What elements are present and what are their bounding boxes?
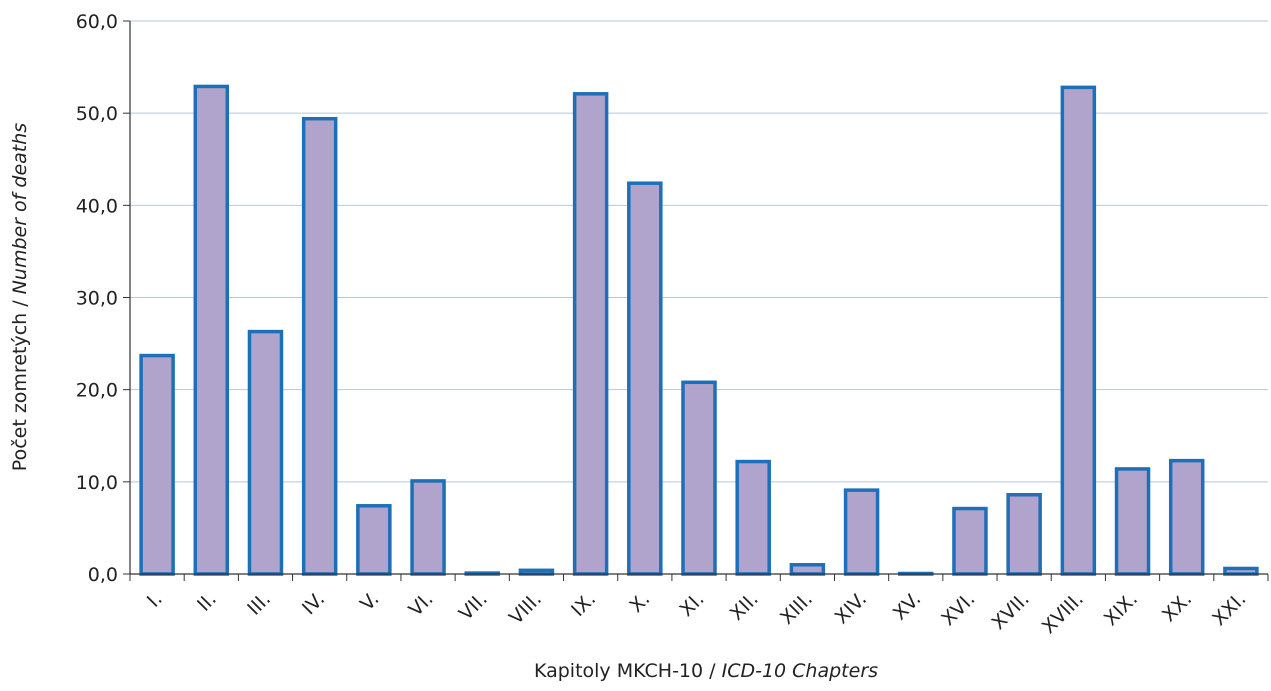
bar [572, 92, 609, 576]
x-tick-label: XXI. [1208, 588, 1250, 630]
x-tick-label: VIII. [505, 588, 546, 629]
y-tick-label: 50,0 [76, 103, 118, 125]
x-tick-label: V. [356, 588, 383, 615]
x-tick-label: IX. [567, 588, 600, 621]
y-tick-label: 10,0 [76, 472, 118, 494]
x-tick-label: II. [193, 588, 221, 616]
y-tick-label: 60,0 [76, 11, 118, 33]
x-axis-title-text: Kapitoly MKCH-10 / [534, 660, 722, 682]
x-tick-label: XIV. [831, 588, 871, 628]
bar [1006, 492, 1042, 576]
x-tick-label: XIX. [1100, 588, 1142, 630]
y-axis-title: Počet zomretých / Number of deaths [9, 123, 31, 471]
x-tick-label: VII. [455, 588, 492, 625]
x-tick-label: VI. [405, 588, 438, 621]
axes [123, 20, 1269, 581]
x-tick-label: X. [625, 588, 654, 617]
x-tick-label: XVIII. [1038, 588, 1088, 638]
bar [735, 459, 771, 576]
y-tick-label: 0,0 [88, 564, 118, 586]
bar [843, 488, 880, 576]
x-tick-label: XI. [676, 588, 709, 621]
bar [627, 181, 663, 576]
y-tick-label: 20,0 [76, 380, 118, 402]
bar [139, 353, 175, 576]
x-tick-labels: I. II. III. IV. V. VI. VII. VIII. IX. X. XI. XII. XI… [143, 588, 1251, 638]
y-tick-labels: 0,0 10,0 20,0 30,0 40,0 50,0 60,0 [76, 11, 118, 586]
y-axis-title-text: Počet zomretých / [9, 294, 31, 471]
bar [410, 479, 446, 576]
x-tick-label: IV. [298, 588, 329, 619]
x-tick-label: XVII. [988, 588, 1034, 634]
x-tick-label: XVI. [937, 588, 979, 630]
x-tick-label: XIII. [776, 588, 817, 629]
x-tick-label: XV. [889, 588, 925, 624]
y-axis-title-italic: Number of deaths [9, 123, 31, 295]
x-tick-label: III. [243, 588, 275, 620]
bar [356, 504, 392, 576]
x-axis-title-italic: ICD-10 Chapters [722, 660, 879, 682]
bars [139, 84, 1259, 576]
bar [247, 329, 284, 576]
y-tick-label: 30,0 [76, 288, 118, 310]
bar [301, 116, 338, 576]
bar [681, 380, 717, 576]
bar [1114, 467, 1151, 576]
x-axis-title: Kapitoly MKCH-10 / ICD-10 Chapters [534, 660, 878, 682]
bar [952, 506, 988, 576]
y-tick-label: 40,0 [76, 195, 118, 217]
bar [1168, 458, 1205, 576]
x-tick-label: I. [143, 588, 167, 612]
bar [1223, 566, 1259, 576]
bar [193, 84, 230, 576]
x-tick-label: XII. [726, 588, 763, 625]
bar [1060, 85, 1097, 576]
x-tick-label: XX. [1158, 588, 1196, 626]
bar [789, 563, 826, 576]
